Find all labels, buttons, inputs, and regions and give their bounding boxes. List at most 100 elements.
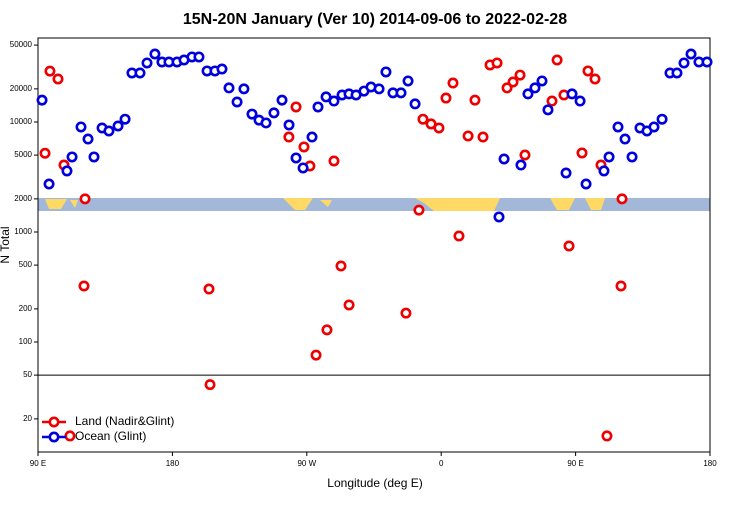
map-band	[38, 198, 710, 211]
point	[246, 108, 258, 120]
point	[320, 91, 332, 103]
point	[343, 299, 355, 311]
point	[536, 75, 548, 87]
x-tick-label: 0	[439, 459, 444, 468]
point	[203, 283, 215, 295]
point	[373, 83, 385, 95]
legend-marker	[48, 416, 60, 428]
point	[328, 95, 340, 107]
point	[566, 88, 578, 100]
point	[283, 131, 295, 143]
point	[648, 121, 660, 133]
point	[440, 92, 452, 104]
ocean-band	[38, 198, 710, 211]
point	[491, 57, 503, 69]
point	[44, 65, 56, 77]
point	[433, 122, 445, 134]
point	[514, 69, 526, 81]
point	[409, 98, 421, 110]
point	[701, 56, 713, 68]
point	[290, 101, 302, 113]
x-tick-label: 90 E	[567, 459, 583, 468]
point	[576, 147, 588, 159]
point	[493, 211, 505, 223]
point	[43, 178, 55, 190]
point	[335, 260, 347, 272]
x-tick-label: 180	[703, 459, 717, 468]
point	[498, 153, 510, 165]
point	[306, 131, 318, 143]
point	[260, 117, 272, 129]
point	[563, 240, 575, 252]
point	[507, 76, 519, 88]
point	[276, 94, 288, 106]
point	[141, 57, 153, 69]
point	[216, 63, 228, 75]
plot-frame	[37, 37, 711, 453]
y-tick-label: 50000	[10, 40, 33, 49]
point	[601, 430, 613, 442]
y-tick-label: 50	[23, 370, 32, 379]
point	[268, 107, 280, 119]
point	[64, 430, 76, 442]
y-tick-label: 1000	[14, 227, 32, 236]
point	[103, 125, 115, 137]
y-tick-label: 200	[19, 304, 33, 313]
point	[66, 151, 78, 163]
point	[395, 87, 407, 99]
point	[36, 94, 48, 106]
x-tick-label: 90 E	[30, 459, 46, 468]
point	[312, 101, 324, 113]
y-tick-label: 2000	[14, 194, 32, 203]
point	[310, 349, 322, 361]
x-tick-label: 90 W	[297, 459, 316, 468]
point	[515, 159, 527, 171]
point	[477, 131, 489, 143]
point	[223, 82, 235, 94]
y-tick-label: 5000	[14, 150, 32, 159]
land-band	[45, 198, 605, 211]
point	[283, 119, 295, 131]
point	[79, 193, 91, 205]
legend-label: Land (Nadir&Glint)	[75, 414, 174, 428]
point	[413, 204, 425, 216]
point	[616, 193, 628, 205]
point	[238, 83, 250, 95]
point	[231, 96, 243, 108]
point	[615, 280, 627, 292]
point	[193, 51, 205, 63]
point	[297, 162, 309, 174]
point	[551, 54, 563, 66]
point	[671, 67, 683, 79]
point	[546, 95, 558, 107]
point	[656, 113, 668, 125]
point	[52, 73, 64, 85]
point	[519, 149, 531, 161]
point	[39, 147, 51, 159]
chart-title: 15N-20N January (Ver 10) 2014-09-06 to 2…	[183, 11, 567, 28]
point	[328, 155, 340, 167]
point	[400, 307, 412, 319]
point	[204, 379, 216, 391]
point	[580, 178, 592, 190]
legend-marker	[48, 431, 60, 443]
point	[82, 133, 94, 145]
y-tick-label: 500	[19, 260, 33, 269]
point	[149, 48, 161, 60]
point	[678, 57, 690, 69]
x-axis-label: Longitude (deg E)	[327, 476, 422, 490]
point	[453, 230, 465, 242]
y-tick-label: 100	[19, 337, 33, 346]
point	[75, 121, 87, 133]
point	[522, 88, 534, 100]
point	[290, 152, 302, 164]
point	[88, 151, 100, 163]
point	[603, 151, 615, 163]
point	[447, 77, 459, 89]
point	[61, 165, 73, 177]
point	[462, 130, 474, 142]
point	[598, 165, 610, 177]
legend-label: Ocean (Glint)	[75, 429, 146, 443]
y-tick-label: 20000	[10, 84, 33, 93]
